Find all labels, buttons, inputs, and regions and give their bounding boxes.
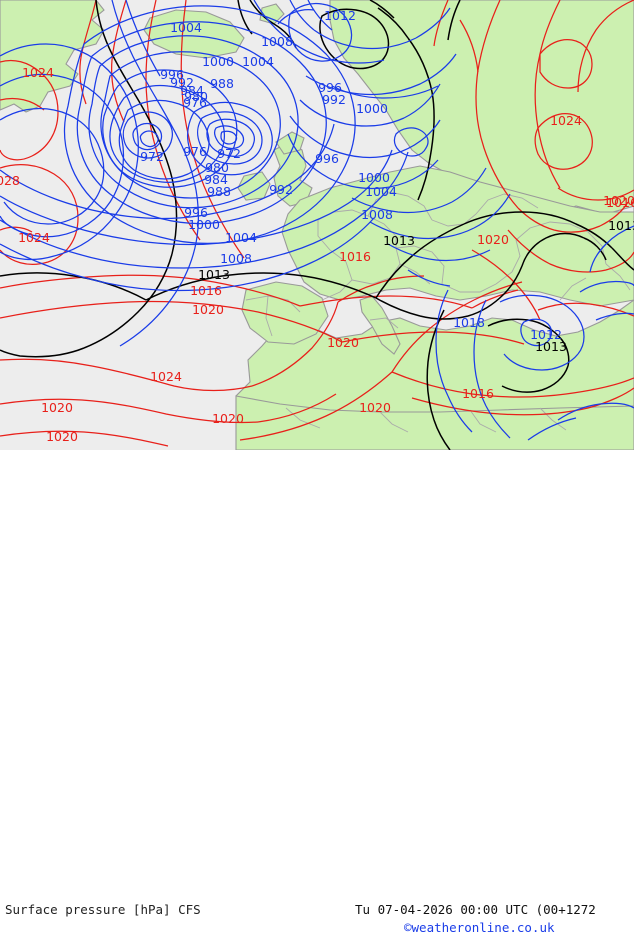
isobar-label: 1020 [46,429,78,444]
isobar-label: 1000 [356,101,388,116]
isobar-label: 980 [205,160,229,175]
isobar-label: 1024 [550,113,582,128]
isobar-label: 972 [140,149,164,164]
isobar-label: 1020 [477,232,509,247]
isobar-label: 1016 [339,249,371,264]
valid-datetime: Tu 07-04-2026 00:00 UTC (00+1272 [355,902,596,917]
isobar-label: 996 [184,205,208,220]
isobar-label: 996 [318,80,342,95]
map-title: Surface pressure [hPa] CFS [5,902,201,917]
isobar-label: 1008 [220,251,252,266]
isobar-label: 1024 [150,369,182,384]
isobar-label: 1016 [462,386,494,401]
isobar-label: 1013 [535,339,567,354]
isobar-label: 1020 [359,400,391,415]
isobars-high [0,0,634,447]
isobar-label: 028 [0,173,20,188]
pressure-map[interactable]: 1004100410121012100810081000100010041004… [0,0,634,450]
isobar-label: 976 [183,144,207,159]
isobar-label: 1016 [606,195,634,210]
isobars-reference [0,0,634,450]
isobar-label: 1000 [202,54,234,69]
isobar-label: 1020 [41,400,73,415]
isobar-label: 996 [160,67,184,82]
source-credit: ©weatheronline.co.uk [404,920,555,935]
isobar-label: 992 [322,92,346,107]
isobar-label: 1020 [603,193,634,208]
isobar-label: 1004 [225,230,257,245]
isobars-low [0,0,634,441]
isobar-label: 1020 [327,335,359,350]
isobar-label: 1004 [365,184,397,199]
isobar-label: 1013 [198,267,230,282]
isobar-label: 984 [204,172,228,187]
isobar-label: 1012 [530,327,562,342]
isobar-label: 1016 [190,283,222,298]
isobar-label: 980 [184,89,208,104]
isobar-label: 1020 [192,302,224,317]
isobar-label: 992 [269,182,293,197]
isobar-label: 1024 [22,65,54,80]
map-canvas[interactable]: 1004100410121012100810081000100010041004… [0,0,634,450]
isobar-label: 1020 [212,411,244,426]
isobar-label: 1013 [383,233,415,248]
landmasses [0,0,634,450]
isobar-labels: 1004100410121012100810081000100010041004… [0,8,634,444]
isobar-label: 1008 [361,207,393,222]
isobar-label: 1000 [358,170,390,185]
isobar-label: 1004 [242,54,274,69]
isobar-label: 1024 [18,230,50,245]
country-borders [245,191,631,433]
isobar-label: 972 [217,146,241,161]
isobar-label: 984 [180,83,204,98]
isobar-label: 1004 [170,20,202,35]
isobar-label: 1012 [324,8,356,23]
isobar-label: 988 [210,76,234,91]
isobar-label: 1000 [188,217,220,232]
isobar-label: 976 [183,95,207,110]
isobar-label: 992 [170,75,194,90]
footer-bar: Surface pressure [hPa] CFS Tu 07-04-2026… [0,450,634,935]
isobar-label: 988 [207,184,231,199]
isobar-label: 1013 [608,218,634,233]
isobar-label: 1008 [261,34,293,49]
isobar-label: 996 [315,151,339,166]
isobar-label: 1018 [453,315,485,330]
